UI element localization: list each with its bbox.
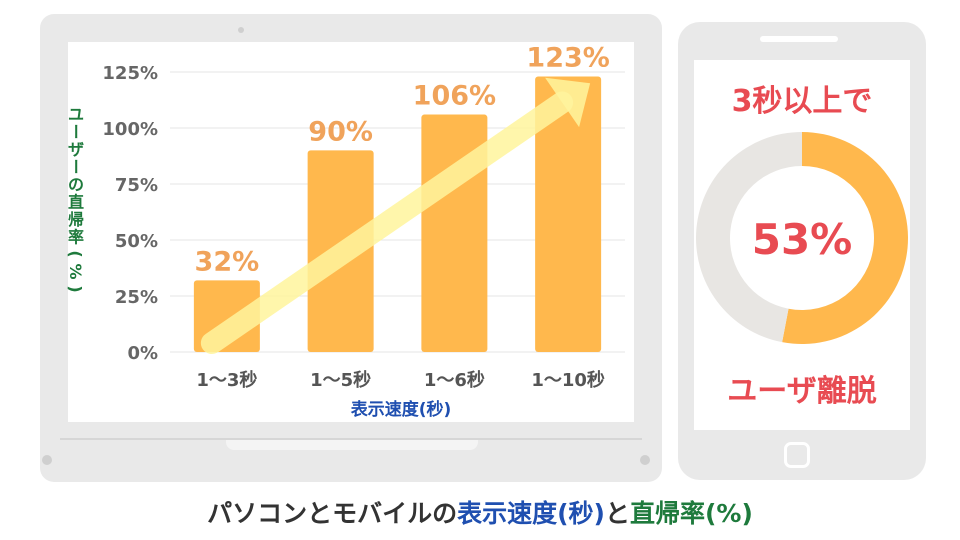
phone-speaker	[760, 36, 838, 42]
footer-caption: パソコンとモバイルの表示速度(秒)と直帰率(%)	[0, 494, 960, 530]
x-tick-labels: 1〜3秒 1〜5秒 1〜6秒 1〜10秒	[196, 369, 605, 391]
y-axis-title-char: (	[66, 250, 85, 257]
y-axis-title-char: 直	[68, 193, 84, 212]
donut-slice	[782, 132, 908, 344]
y-axis-title-char: %	[66, 263, 85, 279]
y-axis-title-char: 帰	[68, 210, 84, 229]
laptop-camera	[238, 27, 244, 33]
x-tick-label: 1〜3秒	[196, 369, 257, 391]
y-axis-title-char: ー	[66, 123, 85, 139]
laptop-foot-left	[42, 455, 52, 465]
x-tick-label: 1〜10秒	[531, 369, 605, 391]
y-axis-title-char: ユ	[68, 105, 84, 124]
x-tick-label: 1〜5秒	[310, 369, 371, 391]
footer-text-speed: 表示速度(秒)	[457, 499, 605, 528]
y-tick-label: 75%	[115, 175, 158, 196]
data-labels: 32% 90% 106% 123%	[195, 42, 610, 277]
phone-headline: 3秒以上で	[731, 84, 873, 119]
x-tick-label: 1〜6秒	[424, 369, 485, 391]
y-tick-label: 25%	[115, 287, 158, 308]
y-tick-label: 50%	[115, 231, 158, 252]
footer-text-bounce: 直帰率(%)	[629, 499, 753, 528]
y-tick-label: 125%	[102, 63, 158, 84]
phone-home-button	[784, 442, 810, 468]
bar	[535, 76, 602, 352]
y-axis-title-char: ザ	[68, 140, 84, 159]
phone-bottom-label: ユーザ離脱	[727, 374, 877, 409]
x-axis-title: 表示速度(秒)	[351, 399, 452, 420]
donut-center-label: 53%	[752, 215, 853, 264]
y-tick-labels: 0% 25% 50% 75% 100% 125%	[102, 63, 158, 364]
footer-text-and: と	[604, 499, 630, 528]
data-label: 90%	[308, 116, 373, 147]
y-axis-title-char: の	[68, 175, 84, 194]
y-tick-label: 0%	[127, 343, 158, 364]
laptop-notch	[226, 440, 478, 450]
laptop-base-line	[60, 438, 642, 440]
laptop-foot-right	[640, 455, 650, 465]
trend-arrow-head	[545, 77, 591, 128]
y-axis-title-char: )	[66, 285, 85, 292]
footer-text-1: パソコンとモバイルの	[207, 499, 458, 528]
trend-arrow	[200, 77, 591, 355]
y-tick-label: 100%	[102, 119, 158, 140]
data-label: 106%	[413, 81, 496, 112]
donut-slice	[696, 132, 803, 343]
data-label: 32%	[195, 246, 260, 277]
data-label: 123%	[526, 42, 609, 73]
y-axis-title-char: 率	[68, 228, 84, 247]
y-axis-title-char: ー	[66, 158, 85, 174]
trend-arrow-shaft	[200, 91, 574, 355]
